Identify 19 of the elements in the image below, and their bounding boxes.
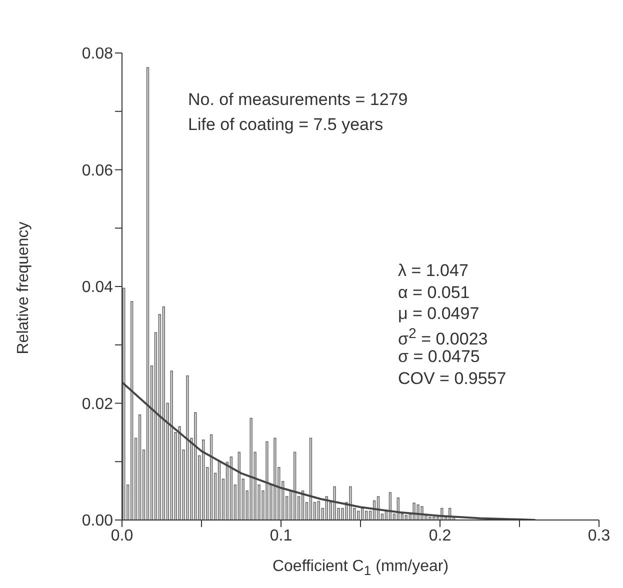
annotation: σ$^{2}$ = 0.0023 [398, 326, 488, 350]
annotation: σ = 0.0475 [398, 347, 480, 367]
y-tick-label: 0.04 [82, 279, 114, 296]
y-tick-label: 0.06 [82, 162, 114, 180]
annotation: COV = 0.9557 [398, 368, 506, 388]
y-tick-label: 0.00 [82, 512, 114, 530]
y-tick-label: 0.02 [82, 396, 114, 413]
annotation: λ = 1.047 [398, 261, 468, 281]
annotation: No. of measurements = 1279 [188, 90, 408, 110]
annotation: α = 0.051 [398, 282, 470, 302]
x-tick-label: 0.2 [428, 527, 452, 544]
x-tick-label: 0.0 [110, 527, 134, 544]
annotation: Life of coating = 7.5 years [188, 115, 384, 135]
annotation: μ = 0.0497 [398, 304, 480, 324]
y-axis-title: Relative frequency [15, 222, 33, 354]
x-tick-label: 0.3 [588, 527, 610, 544]
x-axis-title: Coefficient C$_{1}$ (mm/year) [272, 558, 449, 578]
x-tick-label: 0.1 [270, 527, 292, 544]
y-tick-label: 0.08 [82, 46, 114, 63]
